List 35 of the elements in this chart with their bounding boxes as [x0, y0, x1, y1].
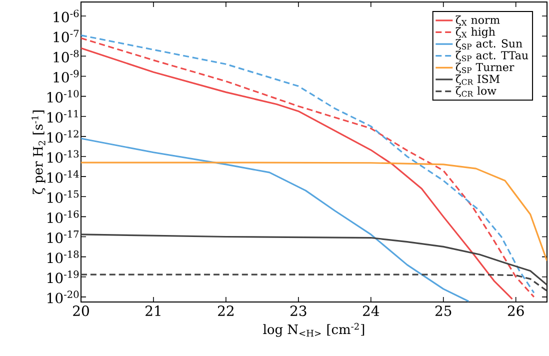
legend-label: ζ$_{X}$ high [456, 27, 496, 38]
x-tick-label: 25 [435, 306, 452, 316]
x-tick-label: 20 [73, 306, 89, 316]
y-tick-label: 10$^{-7}$ [54, 30, 79, 42]
y-axis-title: ζ per H$_{2}$ [s$^{-1}$] [32, 110, 46, 194]
x-tick-label: 22 [218, 306, 234, 316]
x-tick-label: 21 [146, 306, 160, 316]
y-tick-label: 10$^{-19}$ [48, 270, 79, 284]
legend-label: ζ$_{SP}$ Turner [456, 62, 514, 74]
y-tick-label: 10$^{-11}$ [48, 110, 78, 123]
line-series [81, 138, 470, 302]
legend-label: ζ$_{SP}$ act. TTau [456, 50, 528, 62]
line-series [81, 234, 548, 286]
x-axis-title: log N$_{<H>}$ [cm$^{-2}$] [263, 322, 364, 337]
y-tick-label: 10$^{-13}$ [48, 150, 79, 163]
legend-label: ζ$_{CR}$ ISM [456, 74, 500, 86]
legend-label: ζ$_{X}$ norm [456, 15, 500, 26]
y-tick-label: 10$^{-20}$ [48, 290, 79, 304]
y-tick-label: 10$^{-10}$ [48, 90, 79, 103]
y-tick-label: 10$^{-8}$ [54, 50, 79, 62]
y-tick-label: 10$^{-12}$ [48, 130, 78, 143]
legend-label: ζ$_{CR}$ low [456, 86, 496, 97]
y-tick-label: 10$^{-15}$ [48, 190, 79, 203]
x-tick-label: 26 [508, 306, 524, 316]
line-series [81, 274, 548, 292]
x-tick-label: 24 [362, 306, 380, 316]
y-tick-label: 10$^{-16}$ [48, 210, 79, 224]
y-tick-label: 10$^{-6}$ [54, 10, 79, 22]
y-tick-label: 10$^{-18}$ [48, 250, 79, 264]
line-series [81, 162, 548, 262]
y-tick-label: 10$^{-14}$ [48, 170, 79, 183]
y-tick-label: 10$^{-9}$ [54, 70, 79, 83]
legend-label: ζ$_{SP}$ act. Sun [456, 39, 522, 50]
x-tick-label: 23 [290, 306, 306, 316]
y-tick-label: 10$^{-17}$ [48, 230, 79, 244]
